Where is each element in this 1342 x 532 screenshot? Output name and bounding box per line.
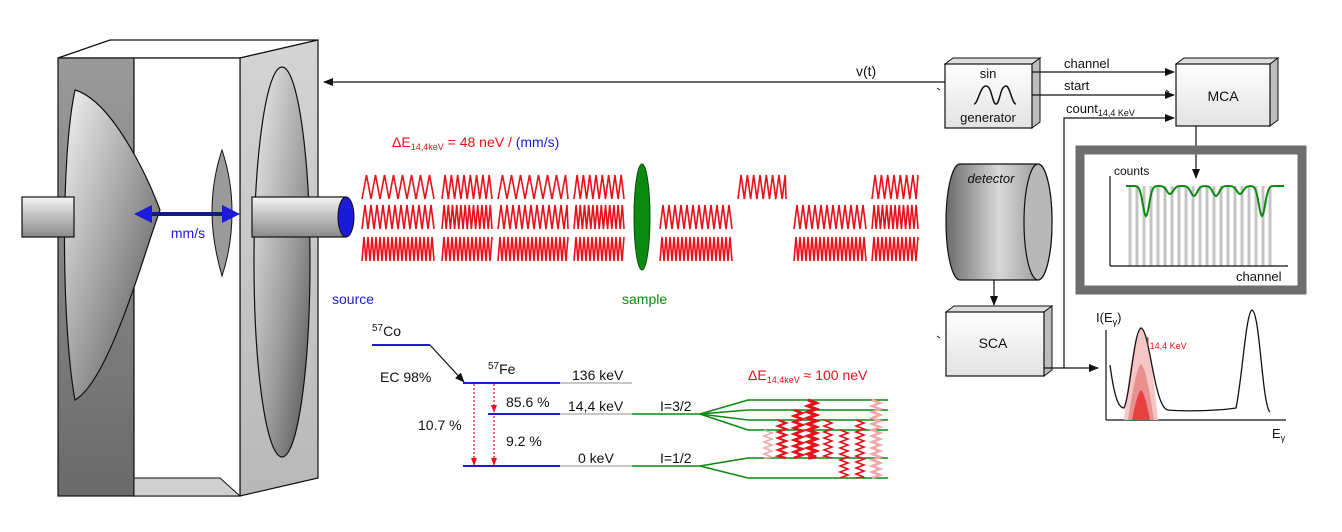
absorption-spectrum <box>1126 185 1284 218</box>
spectrum-curve <box>1109 309 1271 413</box>
mms-arrow-right-head <box>222 205 240 223</box>
start-label: start <box>1064 78 1090 93</box>
sca-label: SCA <box>979 335 1008 351</box>
transition-7 <box>868 398 884 480</box>
pct-107-label: 10.7 % <box>418 417 462 433</box>
mms-arrow-left-head <box>134 205 152 223</box>
wave-r0-s3 <box>573 174 625 200</box>
hyperfine-transitions <box>761 398 884 480</box>
delta-e-header: ΔE14,4keV = 48 neV / (mm/s) <box>392 134 559 152</box>
delta-e2-label: ΔE14,4keV ≈ 100 neV <box>748 367 868 385</box>
wave-r1-s1 <box>441 204 493 230</box>
energy-spectrum: I(Eγ) I14,4 KeV Eγ <box>1096 309 1286 443</box>
source-label: source <box>332 291 374 307</box>
wave-r2-s7 <box>871 236 919 262</box>
wave-r0-s2 <box>497 174 569 200</box>
detector-label: detector <box>968 171 1016 186</box>
fan-upper-2 <box>699 413 749 421</box>
mms-label: mm/s <box>171 225 205 241</box>
transition-0 <box>761 429 775 459</box>
hyperfine-splitting <box>632 399 888 479</box>
ec-arrow <box>429 344 465 383</box>
count-label: count14,4 KeV <box>1066 101 1135 118</box>
transition-2 <box>790 408 806 460</box>
e136-label: 136 keV <box>572 367 624 383</box>
spectrum-x-label: Eγ <box>1272 426 1286 443</box>
wave-r1-s4 <box>659 204 733 230</box>
ec-label: EC 98% <box>380 369 431 385</box>
right-membrane <box>253 66 311 458</box>
left-rod <box>21 196 75 238</box>
tick-mark-a <box>936 87 941 91</box>
wave-r2-s2 <box>497 236 569 262</box>
transition-5 <box>837 429 851 479</box>
fe-label: 57Fe <box>488 361 516 377</box>
wave-r2-s6 <box>793 236 867 262</box>
wave-r2-s0 <box>361 236 435 262</box>
transition-3 <box>803 398 821 460</box>
sin-label: sin <box>980 66 997 81</box>
generator-label: generator <box>960 110 1016 125</box>
fan-lower-1 <box>699 465 749 479</box>
wave-r0-s1 <box>441 174 493 200</box>
wave-r0-s7 <box>871 174 919 200</box>
detector-window <box>1023 163 1053 281</box>
wave-r1-s2 <box>497 204 569 230</box>
velocity-drive: mm/s <box>21 39 355 497</box>
tick-mark-c <box>1165 89 1170 93</box>
fan-upper-3 <box>699 413 749 431</box>
gamma-waves <box>361 174 919 262</box>
wave-r0-s5 <box>737 174 787 200</box>
wave-r1-s0 <box>361 204 435 230</box>
count-line <box>1063 114 1175 368</box>
sca-box: SCA <box>944 305 1054 377</box>
decay-arrows <box>471 384 497 466</box>
vt-label: v(t) <box>856 63 876 79</box>
drive-opening <box>133 57 241 497</box>
pct-92-label: 9.2 % <box>506 433 542 449</box>
mca-box: MCA <box>1174 57 1280 127</box>
fan-lower-0 <box>699 457 749 467</box>
sample-label: sample <box>622 291 667 307</box>
i12-label: I=1/2 <box>660 450 692 466</box>
channel-comb <box>1128 186 1272 266</box>
wave-r1-s7 <box>871 204 919 230</box>
sine-icon <box>973 85 1017 105</box>
wave-r0-s0 <box>361 174 435 200</box>
display-frame <box>1075 145 1307 295</box>
pct-856-label: 85.6 % <box>506 394 550 410</box>
peak-fill-dark <box>1132 390 1150 420</box>
detector: detector <box>945 163 1053 281</box>
channel-label: channel <box>1064 56 1110 71</box>
drive-floor <box>133 477 242 497</box>
channel-axis-label: channel <box>1236 269 1282 284</box>
i32-label: I=3/2 <box>660 398 692 414</box>
source-cap <box>337 196 355 238</box>
tick-mark-b <box>936 335 941 339</box>
sin-generator: sin generator <box>943 57 1042 129</box>
fan-upper-1 <box>699 409 749 415</box>
level-scheme: 57Co EC 98% 57Fe 136 keV 14,4 keV 0 keV … <box>372 323 888 480</box>
wave-r2-s1 <box>441 236 493 262</box>
e0-label: 0 keV <box>578 450 614 466</box>
fan-upper-0 <box>699 399 749 415</box>
co-label: 57Co <box>372 323 401 339</box>
mca-display: counts channel <box>1075 145 1307 295</box>
counts-axis-label: counts <box>1114 164 1149 178</box>
wave-r1-s6 <box>793 204 867 230</box>
wave-r1-s3 <box>573 204 625 230</box>
transition-1 <box>774 418 790 460</box>
transition-4 <box>821 419 835 459</box>
e144-label: 14,4 keV <box>568 398 624 414</box>
transition-6 <box>853 419 867 479</box>
spectrum-y-label: I(Eγ) <box>1096 310 1121 327</box>
sample-absorber <box>633 163 651 271</box>
wave-r2-s3 <box>573 236 625 262</box>
spectrum-peak-label: I14,4 KeV <box>1146 334 1187 351</box>
wave-r2-s4 <box>659 236 733 262</box>
right-rod <box>251 196 347 238</box>
mca-label: MCA <box>1207 88 1239 104</box>
